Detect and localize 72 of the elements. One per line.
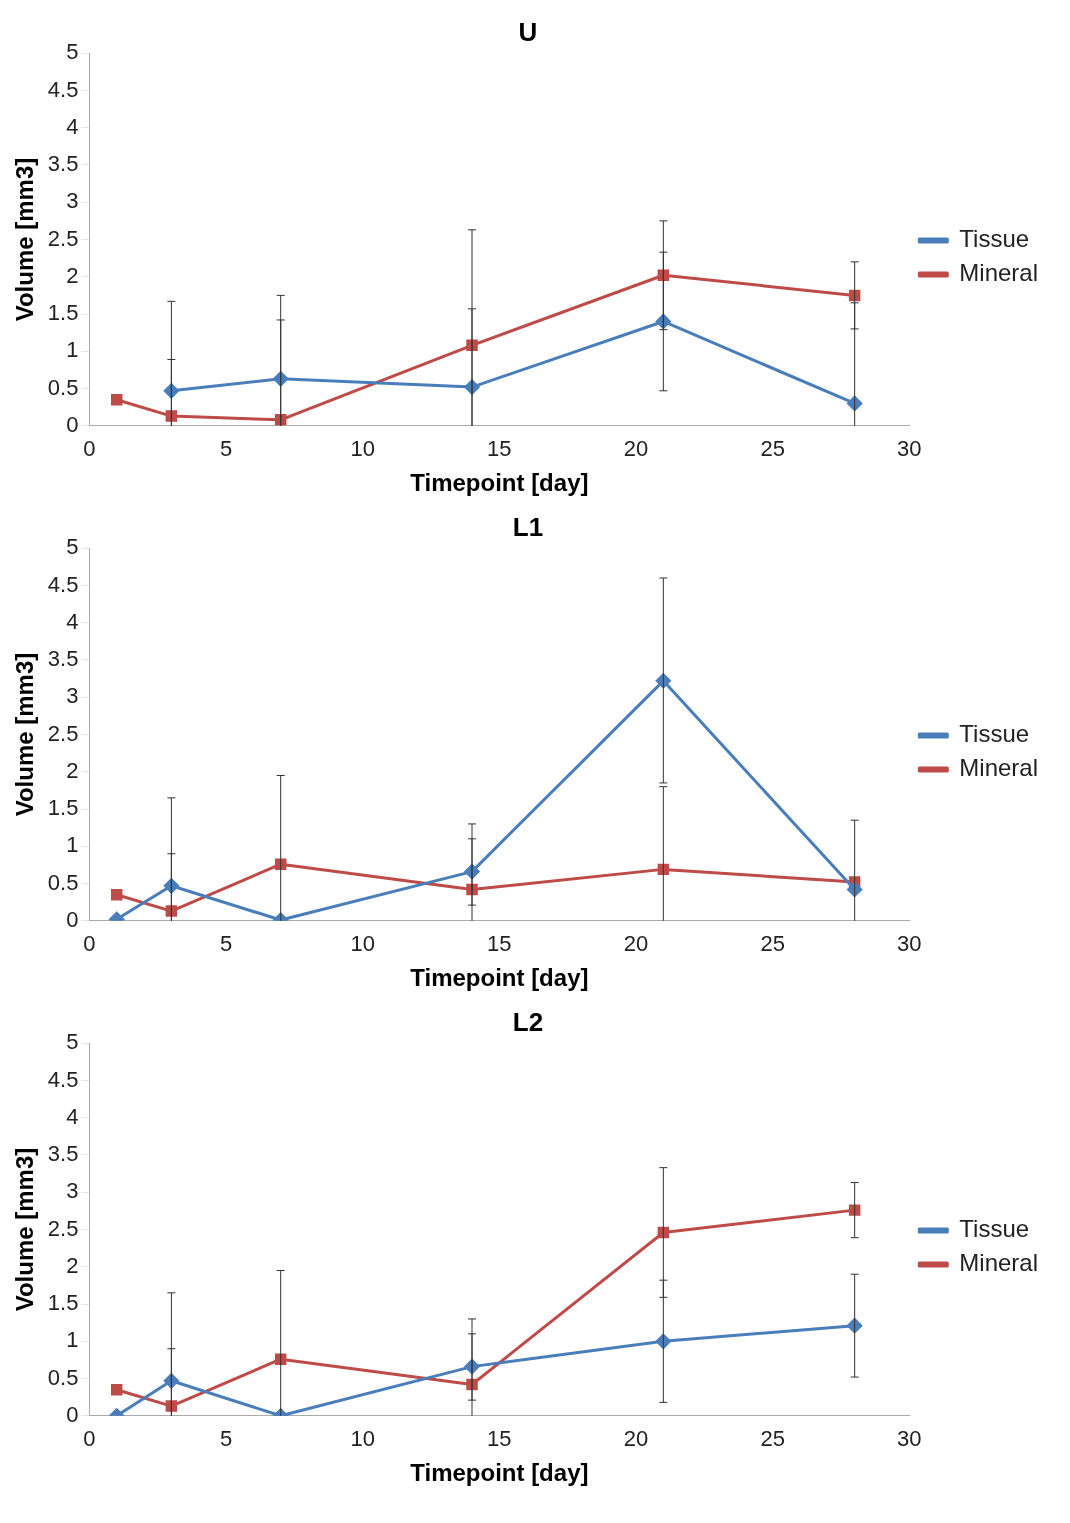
x-tick-label: 10: [350, 931, 375, 957]
x-tick-label: 30: [897, 1426, 922, 1452]
x-tick-label: 0: [83, 436, 96, 462]
x-tick-label: 5: [219, 1426, 233, 1452]
y-tick-label: 2: [66, 757, 79, 783]
y-tick-label: 2: [66, 1252, 79, 1278]
x-axis-title: Timepoint [day]: [410, 964, 589, 992]
x-tick-label: 20: [623, 1426, 649, 1452]
y-tick-label: 1.5: [47, 795, 79, 821]
chart-title: L1: [512, 511, 544, 542]
y-tick-label: 4: [66, 113, 79, 139]
x-tick-label: 5: [219, 436, 233, 462]
y-tick-label: 0: [66, 411, 79, 437]
x-tick-label: 0: [83, 931, 96, 957]
point: [110, 393, 123, 406]
y-tick-label: 3.5: [47, 646, 79, 672]
y-tick-label: 1: [66, 832, 79, 858]
legend-label: Tissue: [959, 1215, 1030, 1243]
x-tick-label: 10: [350, 1426, 375, 1452]
y-tick-label: 4: [66, 608, 79, 634]
y-axis-title: Volume [mm3]: [11, 1147, 39, 1312]
y-tick-label: 3.5: [47, 151, 79, 177]
x-tick-label: 25: [760, 436, 785, 462]
y-tick-label: 1.5: [47, 1290, 79, 1316]
y-tick-label: 3: [66, 1178, 79, 1204]
y-tick-label: 5: [66, 39, 79, 65]
point: [110, 1383, 123, 1396]
y-tick-label: 2: [66, 262, 79, 288]
y-tick-label: 3: [66, 188, 79, 214]
chart-title: L2: [512, 1006, 544, 1037]
legend-label: Mineral: [959, 259, 1039, 287]
y-tick-label: 2.5: [47, 720, 79, 746]
y-tick-label: 1: [66, 337, 79, 363]
y-tick-label: 0: [66, 906, 79, 932]
x-tick-label: 15: [487, 1426, 512, 1452]
x-axis-title: Timepoint [day]: [410, 1459, 589, 1487]
x-tick-label: 25: [760, 1426, 785, 1452]
x-tick-label: 5: [219, 931, 233, 957]
x-tick-label: 25: [760, 931, 785, 957]
y-tick-label: 4: [66, 1103, 79, 1129]
y-tick-label: 4.5: [47, 1066, 79, 1092]
legend-label: Tissue: [959, 225, 1030, 253]
point: [110, 888, 123, 901]
y-tick-label: 0.5: [47, 1364, 79, 1390]
y-tick-label: 5: [66, 534, 79, 560]
x-tick-label: 30: [897, 436, 922, 462]
y-tick-label: 4.5: [47, 571, 79, 597]
legend-label: Tissue: [959, 720, 1030, 748]
x-tick-label: 10: [350, 436, 375, 462]
legend-label: Mineral: [959, 1249, 1039, 1277]
y-tick-label: 2.5: [47, 1215, 79, 1241]
x-tick-label: 20: [623, 436, 649, 462]
legend-label: Mineral: [959, 754, 1039, 782]
y-tick-label: 5: [66, 1029, 79, 1055]
y-axis-title: Volume [mm3]: [11, 652, 39, 817]
x-tick-label: 15: [487, 436, 512, 462]
y-tick-label: 0.5: [47, 374, 79, 400]
x-tick-label: 20: [623, 931, 649, 957]
x-tick-label: 0: [83, 1426, 96, 1452]
y-tick-label: 3: [66, 683, 79, 709]
x-tick-label: 30: [897, 931, 922, 957]
y-tick-label: 4.5: [47, 76, 79, 102]
y-tick-label: 3.5: [47, 1141, 79, 1167]
y-tick-label: 0.5: [47, 869, 79, 895]
chart-title: U: [518, 16, 538, 47]
y-axis-title: Volume [mm3]: [11, 157, 39, 322]
x-axis-title: Timepoint [day]: [410, 469, 589, 497]
y-tick-label: 1: [66, 1327, 79, 1353]
y-tick-label: 2.5: [47, 225, 79, 251]
y-tick-label: 1.5: [47, 300, 79, 326]
y-tick-label: 0: [66, 1401, 79, 1427]
x-tick-label: 15: [487, 931, 512, 957]
